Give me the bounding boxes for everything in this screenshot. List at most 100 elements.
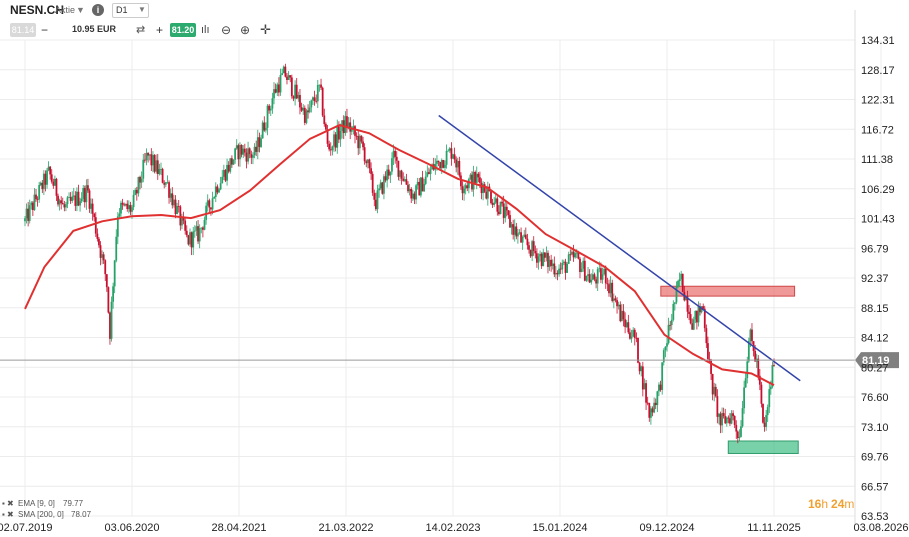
candle-body: [564, 261, 567, 273]
candle-body: [65, 204, 67, 208]
quantity-increase-button[interactable]: +: [156, 23, 164, 37]
zoom-out-icon[interactable]: ⊖: [221, 23, 232, 37]
candle-body: [378, 188, 381, 191]
candle-body: [548, 259, 551, 267]
chevron-down-icon[interactable]: ▼: [138, 5, 146, 14]
candle-body: [365, 161, 368, 164]
candle-body: [206, 200, 209, 206]
candle-body: [567, 254, 570, 264]
current-price-line: 81.19: [0, 352, 899, 369]
candle-body: [118, 213, 121, 217]
candle-body: [641, 366, 644, 390]
candle-body: [766, 407, 769, 416]
candle-body: [392, 150, 395, 159]
candle-body: [71, 196, 74, 201]
price-tick-label: 92.37: [861, 273, 889, 285]
legend-ema-icons[interactable]: ▪ ✖: [2, 499, 14, 508]
candle-body: [224, 170, 227, 181]
symbol-dropdown-icon[interactable]: ▼: [76, 5, 85, 15]
info-icon[interactable]: i: [92, 4, 104, 16]
candle-body: [559, 268, 562, 270]
date-tick-label: 14.02.2023: [425, 522, 480, 534]
candle-body: [83, 188, 86, 203]
candle-body: [751, 329, 753, 342]
candle-body: [662, 350, 665, 363]
indicators-icon[interactable]: ılı: [201, 24, 210, 36]
date-axis[interactable]: 02.07.2019 03.06.2020 28.04.2021 21.03.2022…: [0, 522, 909, 534]
candle-body: [134, 189, 137, 195]
candle-body: [208, 200, 211, 208]
candle-body: [692, 319, 695, 330]
sell-price-button[interactable]: 81.14: [10, 23, 36, 37]
candle-body: [310, 100, 313, 108]
candle-body: [384, 176, 387, 181]
candle-body: [101, 254, 103, 258]
candle-body: [724, 416, 727, 424]
price-tick-label: 88.15: [861, 303, 889, 315]
quantity-input[interactable]: 10.95 EUR: [71, 24, 117, 34]
price-axis[interactable]: 134.31 128.17 122.31 116.72 111.38 106.29 101.…: [854, 10, 895, 524]
legend-sma-icons[interactable]: ▪ ✖: [2, 510, 14, 519]
candle-body: [200, 227, 203, 229]
candle-body: [269, 108, 272, 111]
instrument-type: Aktie: [55, 5, 76, 15]
candle-body: [403, 179, 406, 181]
candle-body: [598, 268, 601, 270]
candle-body: [242, 148, 245, 155]
legend-ema-value: 79.77: [63, 499, 84, 508]
candle-body: [195, 226, 198, 231]
candle-body: [104, 260, 107, 275]
crosshair-icon[interactable]: ✛: [260, 22, 271, 37]
candle-body: [740, 426, 742, 437]
price-tick-label: 73.10: [861, 422, 889, 434]
candle-body: [198, 228, 201, 242]
zones: [660, 285, 799, 454]
candle-body: [247, 148, 249, 162]
candle-body: [661, 362, 664, 390]
candle-body: [534, 251, 537, 254]
timeframe-select[interactable]: D1: [112, 3, 149, 18]
candle-body: [265, 127, 267, 131]
candle-body: [163, 182, 166, 185]
candle-body: [528, 245, 530, 250]
candle-body: [222, 170, 225, 177]
candle-body: [474, 171, 477, 183]
candle-body: [702, 306, 705, 309]
candle-body: [352, 126, 355, 129]
candle-body: [633, 329, 636, 338]
candle-body: [281, 73, 284, 75]
candle-body: [543, 252, 546, 258]
candle-body: [123, 204, 126, 206]
candle-body: [735, 424, 738, 432]
candle-body: [769, 386, 772, 390]
zoom-in-icon[interactable]: ⊕: [240, 23, 251, 37]
candle-body: [102, 254, 105, 261]
candle-body: [148, 154, 151, 156]
candle-body: [426, 172, 429, 177]
candle-body: [760, 384, 763, 404]
candle-body: [74, 195, 77, 206]
timer-minutes: 24: [831, 497, 845, 511]
candle-body: [391, 158, 393, 172]
symbol-name[interactable]: NESN.CH: [10, 3, 65, 17]
candle-body: [591, 274, 594, 280]
candle-body: [421, 177, 424, 192]
candle-body: [31, 202, 34, 211]
candle-body: [475, 173, 478, 183]
candle-body: [214, 186, 217, 198]
candle-body: [289, 75, 292, 78]
quantity-decrease-button[interactable]: −: [41, 23, 49, 37]
date-tick-label: 28.04.2021: [211, 522, 266, 534]
candle-body: [419, 177, 422, 196]
candle-body: [762, 403, 764, 423]
candle-body: [577, 252, 580, 259]
swap-icon[interactable]: ⇄: [136, 24, 146, 36]
candle-body: [387, 169, 390, 176]
candle-body: [243, 148, 246, 153]
buy-price-button[interactable]: 81.20: [170, 23, 196, 37]
candle-body: [397, 160, 400, 177]
candle-body: [547, 252, 549, 267]
candle-body: [517, 233, 519, 237]
candle-body: [664, 346, 667, 351]
